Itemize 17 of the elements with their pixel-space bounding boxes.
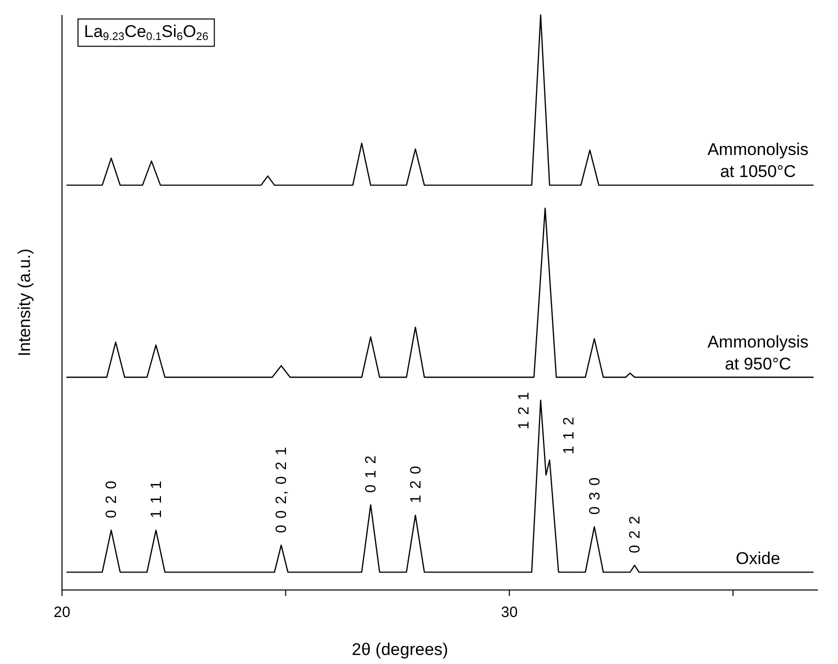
annotation: 0 2 0: [103, 480, 120, 518]
y-axis-title: Intensity (a.u.): [15, 248, 34, 356]
series-label: Oxide: [736, 549, 780, 568]
text: La$_{9.23}$Ce$_{0.1}$Si$_{6}$O$_{26}$: [84, 22, 208, 44]
x-axis-title: 2θ (degrees): [352, 640, 448, 659]
series-label: Ammonolysis at 950°C: [707, 332, 809, 374]
annotation: 0 2 2: [626, 514, 644, 554]
series-label: Ammonolysis at 1050°C: [707, 140, 809, 182]
annotation: 1 1 1: [148, 480, 165, 518]
annotation: 1 1 2: [560, 416, 578, 454]
x-tick-label: 30: [500, 604, 518, 621]
annotation: 1 2 1: [516, 391, 533, 430]
annotation: 0 0 2, 0 2 1: [273, 446, 290, 534]
annotation: 0 1 2: [362, 454, 380, 493]
annotation: 1 2 0: [407, 464, 424, 504]
annotation: 0 3 0: [586, 476, 604, 515]
x-tick-label: 20: [54, 604, 70, 621]
